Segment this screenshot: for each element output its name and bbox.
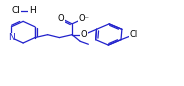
Text: Cl: Cl xyxy=(11,6,20,15)
Text: O: O xyxy=(81,30,87,39)
Text: O: O xyxy=(58,14,65,23)
Text: H: H xyxy=(29,6,36,15)
Text: Cl: Cl xyxy=(130,30,138,39)
Text: N: N xyxy=(8,33,15,42)
Text: O⁻: O⁻ xyxy=(78,14,89,23)
